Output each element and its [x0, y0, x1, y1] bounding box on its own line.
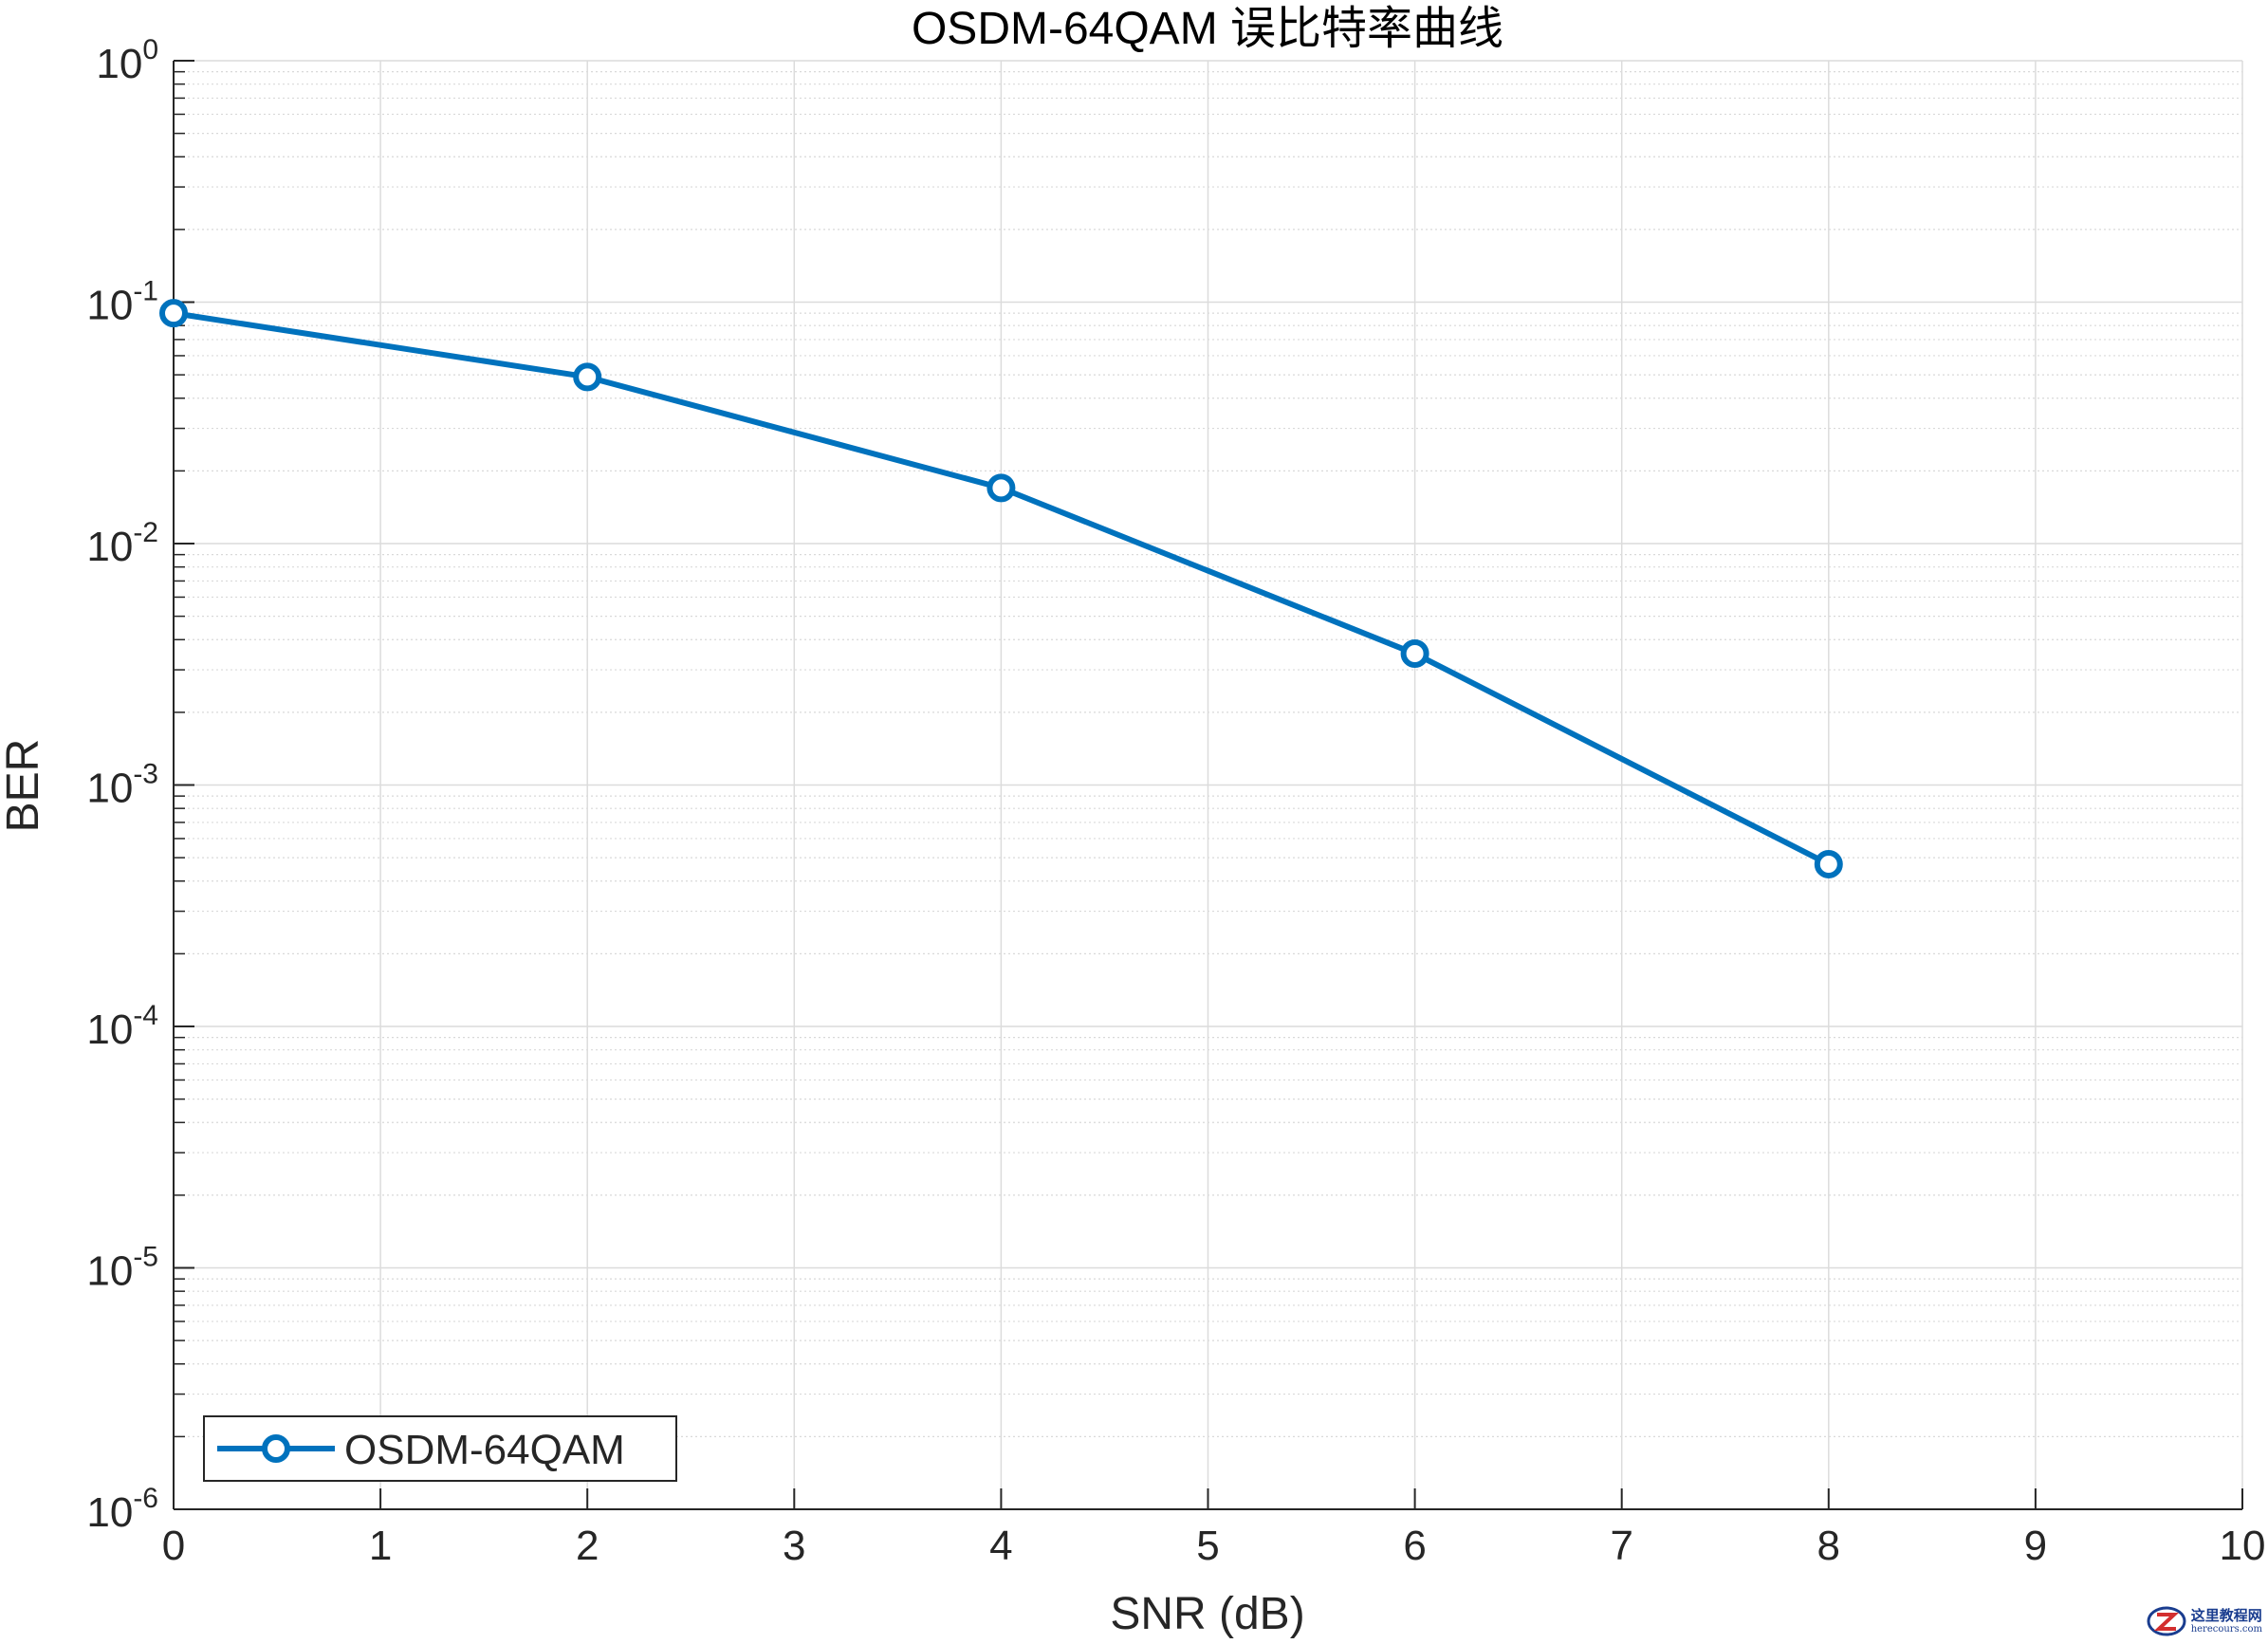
x-ticks: 0 1 2 3 4 5 6 7 8 9 10	[162, 1488, 2266, 1569]
watermark: 这里教程网 herecours.com	[2146, 1602, 2262, 1640]
watermark-logo-icon	[2147, 1606, 2186, 1636]
data-point	[1814, 849, 1843, 878]
y-tick-label: 10-5	[86, 1242, 158, 1295]
x-tick-label: 0	[162, 1523, 185, 1569]
x-tick-label: 5	[1196, 1523, 1219, 1569]
legend: OSDM-64QAM	[203, 1415, 677, 1482]
x-tick-label: 1	[369, 1523, 392, 1569]
grid	[173, 60, 2243, 1510]
y-tick-label: 10-2	[86, 517, 158, 570]
x-tick-label: 9	[2024, 1523, 2047, 1569]
series	[159, 299, 1843, 878]
watermark-url: herecours.com	[2190, 1623, 2262, 1635]
data-point	[573, 362, 602, 392]
chart-title: OSDM-64QAM 误比特率曲线	[912, 4, 1503, 54]
x-axis-label: SNR (dB)	[1110, 1589, 1304, 1639]
x-tick-label: 10	[2220, 1523, 2266, 1569]
y-ticks: 100 10-1 10-2 10-3 10-4 10-5 10-6	[86, 34, 194, 1536]
x-tick-label: 2	[576, 1523, 599, 1569]
y-tick-label: 100	[96, 34, 158, 87]
x-tick-label: 7	[1610, 1523, 1632, 1569]
data-point	[159, 299, 188, 328]
x-tick-label: 3	[783, 1523, 805, 1569]
y-tick-label: 10-4	[86, 1000, 158, 1053]
legend-marker-sample	[262, 1434, 290, 1463]
watermark-cn: 这里教程网	[2190, 1607, 2262, 1625]
legend-label: OSDM-64QAM	[344, 1427, 625, 1473]
y-tick-label: 10-1	[86, 276, 158, 329]
data-point	[1400, 639, 1429, 669]
x-tick-label: 4	[989, 1523, 1012, 1569]
x-tick-label: 8	[1817, 1523, 1840, 1569]
y-tick-label: 10-3	[86, 759, 158, 812]
y-axis-label: BER	[0, 739, 48, 833]
x-tick-label: 6	[1403, 1523, 1426, 1569]
y-tick-label: 10-6	[86, 1483, 158, 1536]
data-point	[986, 473, 1016, 503]
